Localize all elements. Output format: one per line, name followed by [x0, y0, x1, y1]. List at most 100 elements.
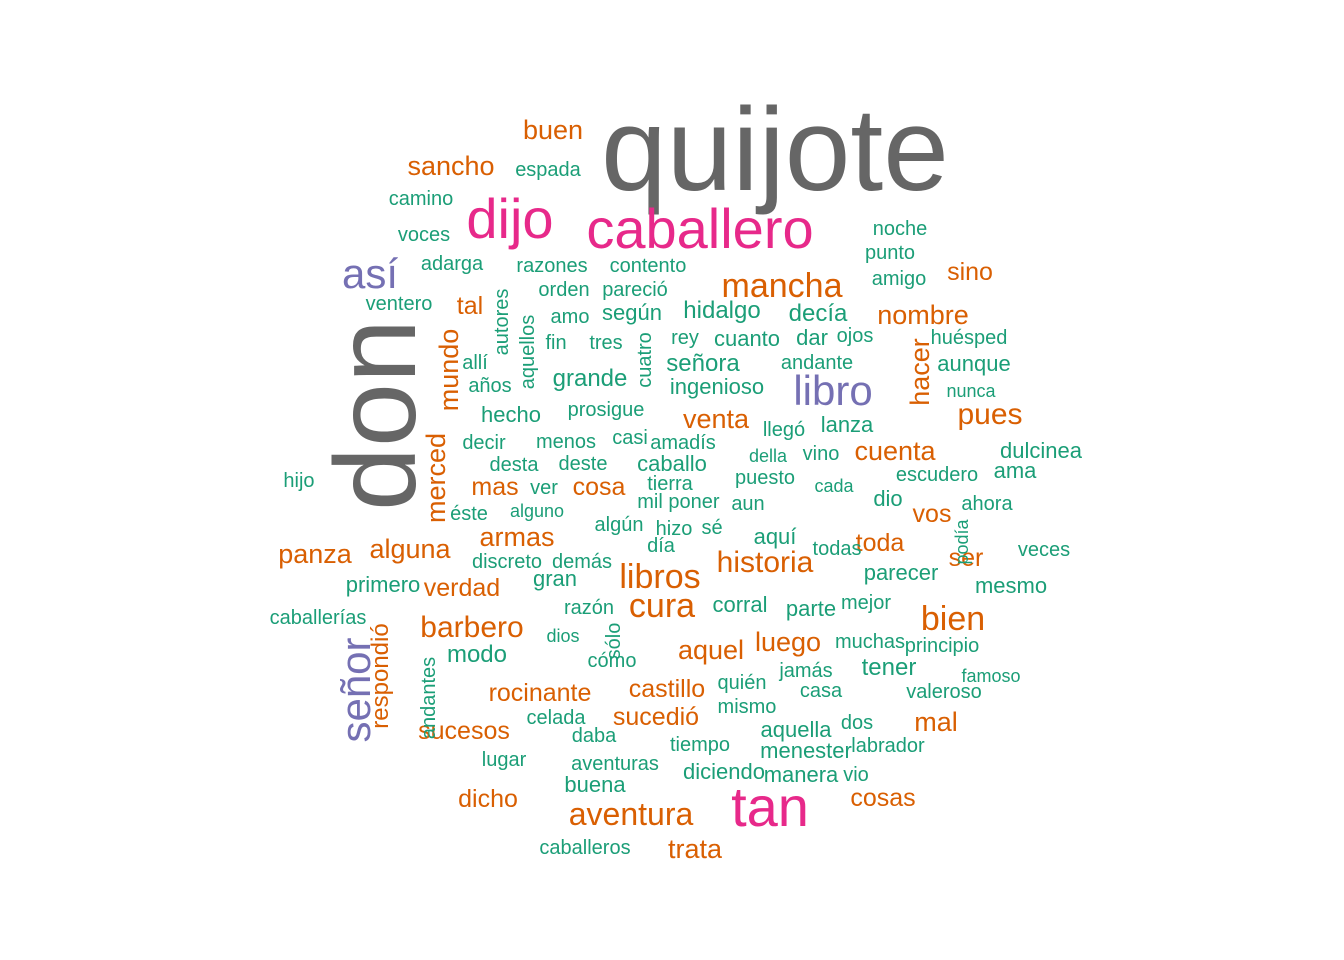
word-fin: fin: [545, 332, 566, 354]
word-mil: mil: [637, 491, 663, 513]
word-hijo: hijo: [283, 470, 314, 492]
word-don: don: [312, 319, 440, 511]
word-mancha: mancha: [722, 267, 843, 305]
word-daba: daba: [572, 725, 617, 747]
word-sucesos: sucesos: [418, 717, 510, 745]
word-ventero: ventero: [366, 293, 433, 315]
word-modo: modo: [447, 641, 507, 668]
word-razón: razón: [564, 597, 614, 619]
word-principio: principio: [905, 635, 979, 657]
word-cada: cada: [814, 476, 854, 496]
word-verdad: verdad: [424, 574, 500, 602]
word-algún: algún: [595, 514, 644, 536]
word-dios: dios: [546, 626, 579, 646]
word-sé: sé: [701, 517, 722, 539]
word-hacer: hacer: [905, 338, 935, 406]
word-ama: ama: [994, 458, 1038, 483]
word-tres: tres: [589, 332, 622, 354]
word-menester: menester: [760, 738, 852, 763]
word-lanza: lanza: [821, 412, 874, 437]
word-aquellos: aquellos: [517, 315, 539, 390]
word-parte: parte: [786, 596, 836, 621]
word-mundo: mundo: [434, 329, 464, 412]
word-llegó: llegó: [763, 419, 805, 441]
word-labrador: labrador: [851, 735, 925, 757]
word-vio: vio: [843, 764, 869, 786]
word-cuanto: cuanto: [714, 326, 780, 351]
word-demás: demás: [552, 551, 612, 573]
word-aventura: aventura: [569, 796, 694, 832]
word-ingenioso: ingenioso: [670, 374, 764, 399]
word-desta: desta: [490, 454, 540, 476]
word-punto: punto: [865, 242, 915, 264]
word-barbero: barbero: [420, 611, 523, 644]
word-tan: tan: [731, 775, 809, 838]
word-ser: ser: [949, 544, 984, 572]
word-escudero: escudero: [896, 464, 978, 486]
word-hecho: hecho: [481, 402, 541, 427]
word-según: según: [602, 300, 662, 325]
word-respondió: respondió: [367, 623, 394, 728]
word-tierra: tierra: [647, 473, 693, 495]
word-cuenta: cuenta: [854, 436, 936, 466]
word-noche: noche: [873, 218, 928, 240]
word-mas: mas: [471, 473, 518, 501]
word-dicho: dicho: [458, 785, 518, 813]
word-ver: ver: [530, 477, 558, 499]
word-cosas: cosas: [850, 784, 915, 812]
word-primero: primero: [346, 572, 421, 597]
word-rocinante: rocinante: [489, 679, 592, 707]
word-parecer: parecer: [864, 560, 939, 585]
word-cómo: cómo: [588, 650, 637, 672]
word-orden: orden: [538, 279, 589, 301]
word-lugar: lugar: [482, 749, 527, 771]
word-poner: poner: [668, 491, 719, 513]
word-manera: manera: [764, 762, 839, 787]
word-tal: tal: [457, 292, 483, 320]
word-cosa: cosa: [573, 473, 626, 501]
word-autores: autores: [491, 289, 513, 356]
word-toda: toda: [856, 529, 905, 557]
word-trata: trata: [668, 834, 723, 864]
word-dijo: dijo: [466, 187, 553, 250]
word-grande: grande: [553, 365, 628, 392]
word-dos: dos: [841, 712, 873, 734]
word-cuatro: cuatro: [634, 332, 656, 388]
word-hizo: hizo: [656, 518, 693, 540]
word-sancho: sancho: [407, 151, 494, 181]
word-ahora: ahora: [961, 493, 1013, 515]
word-menos: menos: [536, 431, 596, 453]
word-caballero: caballero: [586, 197, 813, 260]
word-señora: señora: [666, 350, 740, 377]
word-mesmo: mesmo: [975, 573, 1047, 598]
word-mejor: mejor: [841, 592, 891, 614]
word-decir: decir: [462, 432, 506, 454]
word-famoso: famoso: [961, 666, 1020, 686]
word-casa: casa: [800, 680, 843, 702]
word-aquel: aquel: [678, 635, 744, 665]
word-vino: vino: [803, 443, 840, 465]
word-dar: dar: [796, 325, 828, 350]
word-tener: tener: [862, 654, 917, 681]
word-alguno: alguno: [510, 501, 564, 521]
word-corral: corral: [712, 592, 767, 617]
word-sólo: sólo: [603, 623, 625, 660]
word-valeroso: valeroso: [906, 681, 982, 703]
word-caballerías: caballerías: [270, 607, 367, 629]
word-tiempo: tiempo: [670, 734, 730, 756]
word-día: día: [647, 535, 676, 557]
word-muchas: muchas: [835, 631, 905, 653]
word-dulcinea: dulcinea: [1000, 438, 1083, 463]
word-mismo: mismo: [718, 696, 777, 718]
word-nombre: nombre: [877, 300, 969, 330]
word-celada: celada: [527, 707, 587, 729]
word-amigo: amigo: [872, 268, 926, 290]
word-dio: dio: [873, 486, 902, 511]
word-jamás: jamás: [778, 660, 832, 682]
word-sino: sino: [947, 258, 993, 286]
word-aun: aun: [731, 493, 764, 515]
word-vos: vos: [913, 500, 952, 528]
word-mal: mal: [914, 707, 958, 737]
word-decía: decía: [789, 300, 848, 327]
